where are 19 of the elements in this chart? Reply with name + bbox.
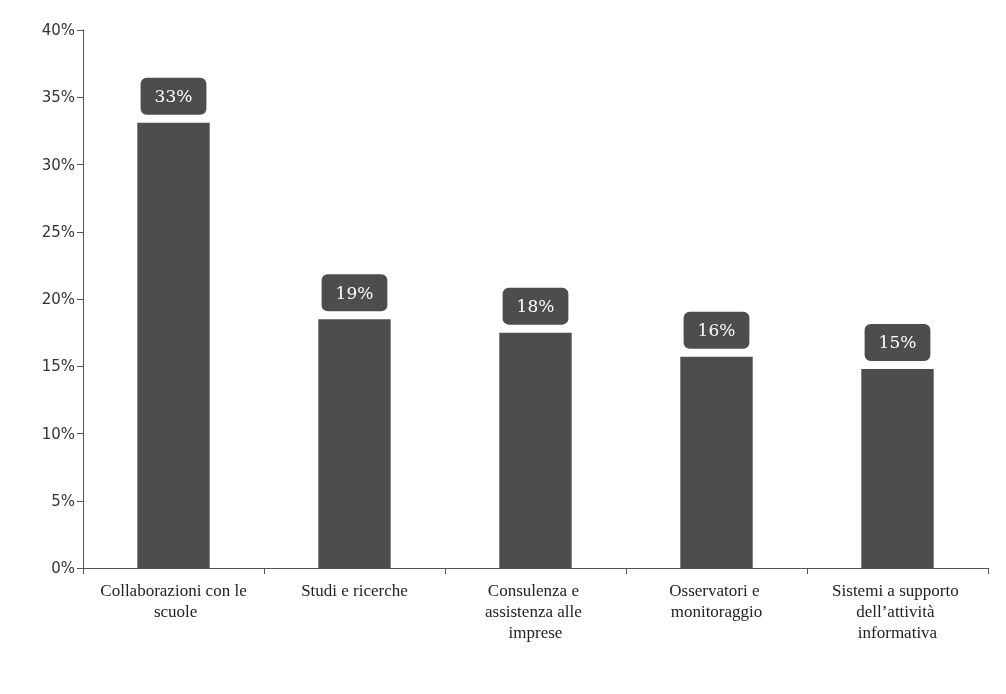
data-label: 18% (516, 296, 555, 317)
x-tick-label: Collaborazioni con le scuole (100, 581, 247, 621)
y-tick-label: 35% (41, 88, 75, 107)
y-tick-label: 20% (41, 290, 75, 308)
x-tick-label: Studi e ricerche (301, 581, 408, 600)
y-tick-label: 25% (41, 222, 75, 241)
y-tick-label: 0% (51, 559, 75, 577)
data-label: 33% (154, 86, 193, 107)
data-label: 16% (697, 320, 736, 341)
y-tick-label: 40% (41, 21, 75, 39)
y-tick-label: 15% (41, 357, 75, 376)
x-tick-label: Consulenza e assistenza alle imprese (484, 581, 587, 642)
data-label: 15% (878, 332, 917, 353)
y-tick-label: 30% (41, 155, 75, 174)
x-tick-label: Osservatori e monitoraggio (669, 581, 764, 621)
y-tick-label: 5% (51, 491, 75, 510)
y-tick-label: 10% (41, 424, 75, 443)
x-tick-label: Sistemi a supporto dell’attività informativa (832, 581, 963, 642)
data-label: 19% (335, 282, 374, 303)
